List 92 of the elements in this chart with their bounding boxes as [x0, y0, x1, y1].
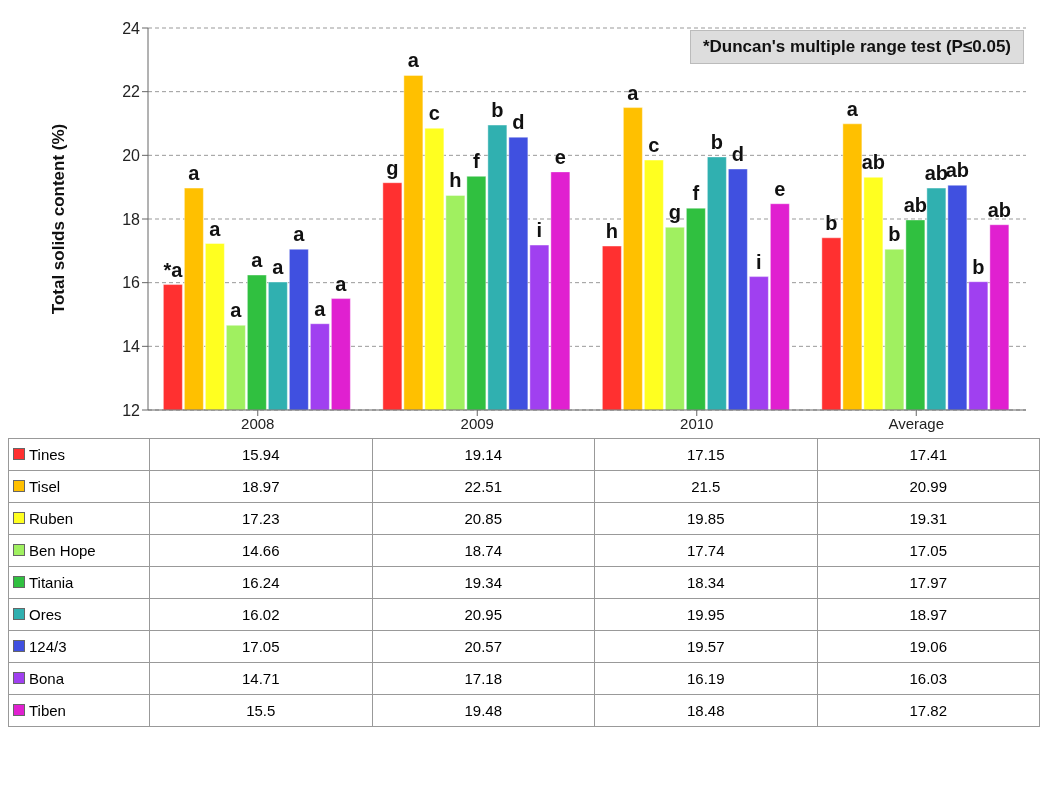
y-tick-label: 18: [122, 210, 141, 228]
annotation: i: [536, 219, 543, 242]
y-tick-label: 24: [122, 19, 141, 37]
y-tick-label: 20: [122, 147, 141, 165]
annotation: f: [692, 182, 700, 205]
data-label: 20.57: [372, 630, 595, 663]
data-label: 20.95: [372, 598, 595, 631]
data-label: 17.82: [817, 694, 1040, 727]
x-tick-label: Average: [888, 414, 945, 432]
annotation: f: [473, 150, 481, 173]
legend-label: Tines: [8, 438, 150, 471]
legend-label: Ruben: [8, 502, 150, 535]
annotation: ab: [987, 198, 1012, 221]
legend-label: Tiben: [8, 694, 150, 727]
annotation: c: [648, 134, 660, 157]
data-label: 17.18: [372, 662, 595, 695]
annotation: b: [888, 223, 901, 246]
data-label: 19.34: [372, 566, 595, 599]
data-label: 20.99: [817, 470, 1040, 503]
y-tick-label: 14: [122, 338, 141, 356]
annotation: a: [230, 299, 243, 322]
x-tick-label: 2010: [680, 414, 714, 432]
y-tick-label: 22: [122, 83, 141, 101]
legend-label: Titania: [8, 566, 150, 599]
data-label: 16.03: [817, 662, 1040, 695]
annotation: i: [756, 250, 762, 273]
data-label: 17.74: [594, 534, 817, 567]
data-label: 19.95: [594, 598, 817, 631]
data-label: 21.5: [594, 470, 817, 503]
annotation: a: [251, 249, 264, 272]
data-label: 15.5: [149, 694, 372, 727]
data-label: 14.71: [149, 662, 372, 695]
annotation: b: [710, 130, 723, 153]
annotation: g: [386, 156, 399, 179]
annotation: e: [774, 177, 786, 200]
annotation: a: [407, 49, 420, 72]
annotation: g: [668, 201, 681, 224]
annotation: e: [554, 145, 566, 168]
data-label: 19.85: [594, 502, 817, 535]
annotation: c: [428, 102, 440, 125]
data-label: 16.02: [149, 598, 372, 631]
data-label: 19.48: [372, 694, 595, 727]
annotation: b: [491, 99, 504, 122]
data-label: 18.74: [372, 534, 595, 567]
data-label: 18.97: [149, 470, 372, 503]
annotation: b: [825, 211, 838, 234]
data-label: 19.31: [817, 502, 1040, 535]
annotation: ab: [861, 151, 886, 174]
data-label: 17.41: [817, 438, 1040, 471]
legend-label: Bona: [8, 662, 150, 695]
annotation: h: [449, 169, 462, 192]
data-label: 19.14: [372, 438, 595, 471]
data-label: 15.94: [149, 438, 372, 471]
data-label: 19.06: [817, 630, 1040, 663]
data-label: 17.15: [594, 438, 817, 471]
annotation: a: [314, 297, 327, 320]
annotation: d: [512, 111, 525, 134]
data-label: 17.05: [817, 534, 1040, 567]
data-label: 18.48: [594, 694, 817, 727]
annotation: a: [188, 162, 201, 185]
annotation: *Duncan's multiple range test (P≤0.05): [689, 30, 1024, 64]
data-label: 17.97: [817, 566, 1040, 599]
data-label: 16.24: [149, 566, 372, 599]
data-label: 18.34: [594, 566, 817, 599]
annotation: a: [293, 223, 306, 246]
legend-label: Tisel: [8, 470, 150, 503]
data-label: 16.19: [594, 662, 817, 695]
y-tick-label: 16: [122, 274, 141, 292]
annotation: a: [627, 81, 640, 104]
annotation: a: [209, 217, 222, 240]
legend-label: 124/3: [8, 630, 150, 663]
annotation: b: [972, 255, 985, 278]
legend-label: Ores: [8, 598, 150, 631]
legend-label: Ben Hope: [8, 534, 150, 567]
annotation: ab: [903, 193, 928, 216]
data-label: 22.51: [372, 470, 595, 503]
data-label: 19.57: [594, 630, 817, 663]
annotation: a: [335, 272, 348, 295]
annotation: h: [605, 220, 618, 243]
data-label: 20.85: [372, 502, 595, 535]
data-label: 18.97: [817, 598, 1040, 631]
annotation: d: [731, 143, 744, 166]
data-label: 17.23: [149, 502, 372, 535]
annotation: a: [846, 97, 859, 120]
annotation: a: [272, 256, 285, 279]
x-tick-label: 2008: [241, 414, 275, 432]
data-label: 14.66: [149, 534, 372, 567]
y-tick-label: 12: [122, 401, 141, 419]
y-axis-title: Total solids content (%): [49, 123, 69, 315]
data-label: 17.05: [149, 630, 372, 663]
x-tick-label: 2009: [460, 414, 494, 432]
annotation: *a: [163, 258, 184, 281]
